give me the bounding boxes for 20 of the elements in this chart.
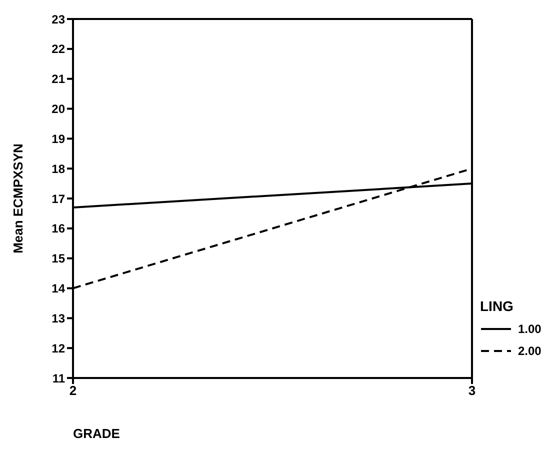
y-tick-label: 17 [52,192,66,206]
y-tick-label: 20 [52,102,66,116]
legend-label: 1.00 [518,322,542,336]
y-tick-label: 23 [52,12,66,26]
y-tick-label: 14 [52,282,66,296]
y-axis-title: Mean ECMPXSYN [10,144,26,254]
x-tick-label: 2 [69,383,77,398]
y-tick-label: 19 [52,132,66,146]
y-tick-label: 16 [52,222,66,236]
y-tick-label: 13 [52,311,66,326]
y-tick-label: 15 [52,252,66,266]
y-tick-label: 11 [52,371,66,386]
legend-label: 2.00 [518,344,542,358]
legend-title: LING [480,298,514,314]
y-tick-label: 18 [52,162,66,176]
x-tick-label: 3 [468,383,476,398]
x-axis-title: GRADE [73,426,120,441]
y-tick-label: 12 [52,341,66,356]
y-tick-label: 21 [52,72,66,86]
y-tick-label: 22 [52,42,66,56]
